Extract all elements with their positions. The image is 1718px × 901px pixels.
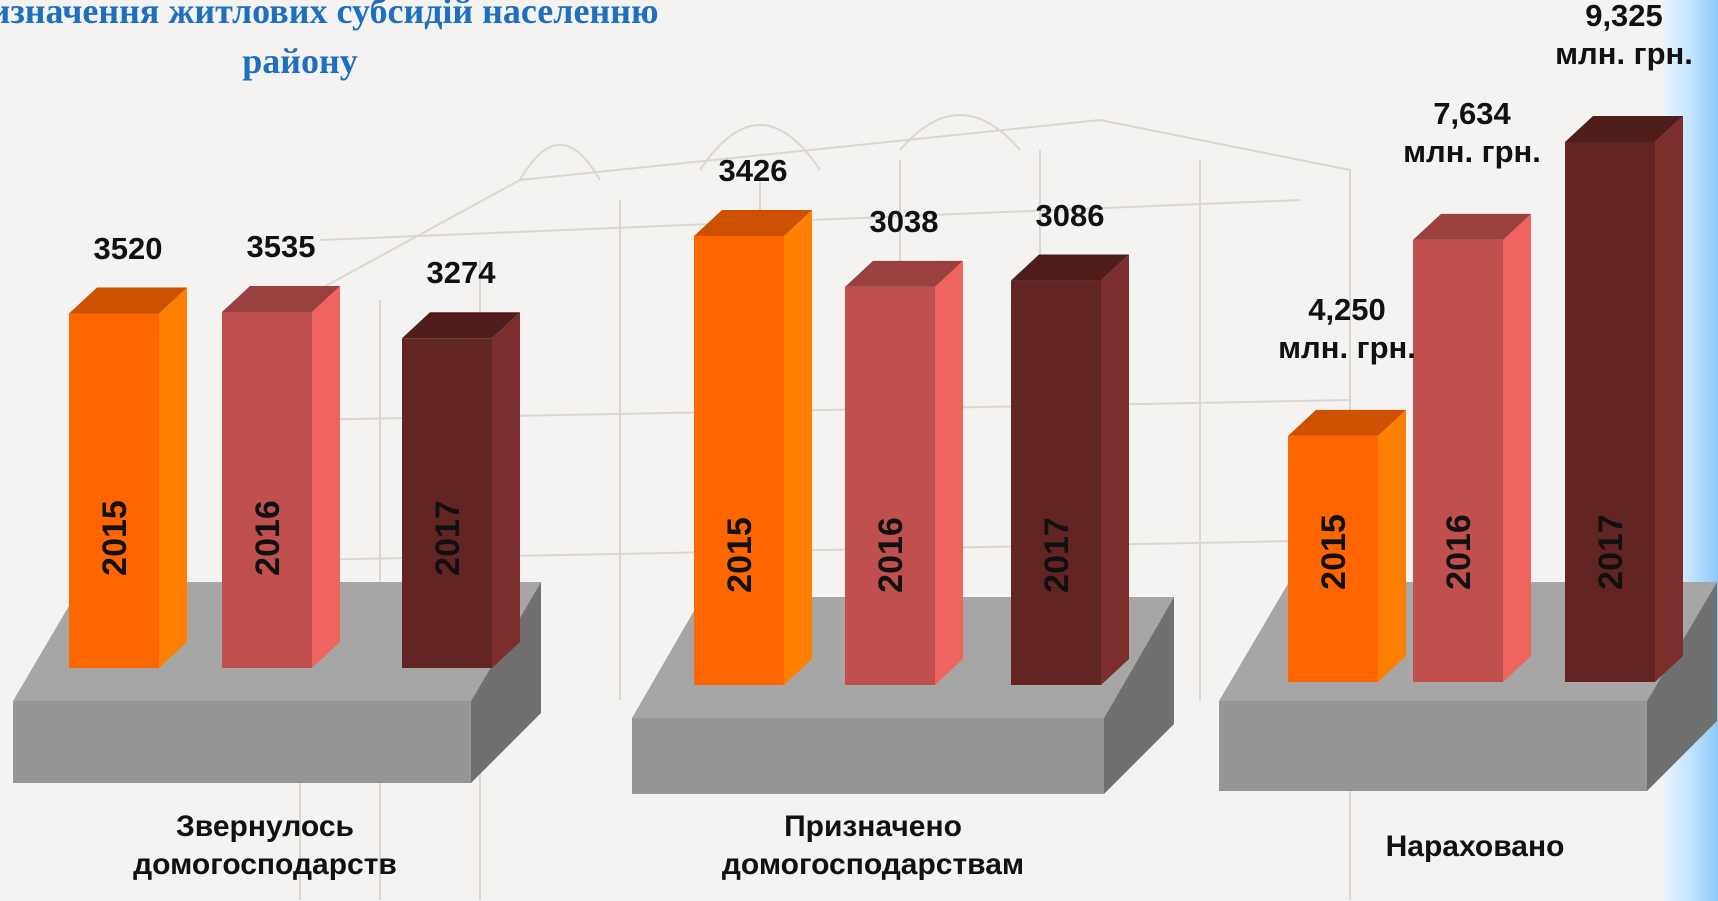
bar-category-label: 2016 [1440,514,1478,590]
bar [694,236,784,685]
bar [1011,281,1101,685]
value-label: 3535 [221,228,341,266]
bar-category-label: 2016 [872,517,910,593]
value-label: 4,250 млн. грн. [1277,291,1417,367]
bar-side [1101,255,1129,685]
bar-side [1503,214,1531,682]
bar-category-label: 2015 [96,500,134,576]
bar-side [1378,410,1406,682]
value-label: 3520 [68,230,188,268]
value-label: 3426 [693,152,813,190]
bar [845,287,935,685]
bar [1565,142,1655,682]
bar-category-label: 2016 [249,500,287,576]
chart-title: Призначення житлових субсидій населенню … [0,0,660,86]
bar-category-label: 2015 [721,517,759,593]
platform-front [632,718,1104,794]
value-label: 3274 [401,254,521,292]
value-label: 9,325 млн. грн. [1554,0,1694,73]
bar-side [159,288,187,668]
value-label: 3086 [1010,197,1130,235]
bar-side [312,286,340,668]
bar-side [492,312,520,668]
page: 2015 2016 2017 2015 2016 2017 2015 2016 2017 При… [0,0,1718,901]
bar-category-label: 2017 [1592,514,1630,590]
bar-side [935,261,963,685]
bar-side [784,210,812,685]
bar [69,314,159,668]
slide: 2015 2016 2017 2015 2016 2017 2015 2016 2017 При… [0,0,1718,901]
platform-front [13,701,471,783]
value-label: 3038 [844,203,964,241]
bar-side [1655,116,1683,682]
bar-category-label: 2015 [1315,514,1353,590]
platform-front [1219,701,1647,791]
bar-category-label: 2017 [1038,517,1076,593]
bar-category-label: 2017 [429,500,467,576]
value-label: 7,634 млн. грн. [1402,95,1542,171]
group-label: Призначено домогосподарствам [673,808,1073,884]
group-label: Звернулось домогосподарств [65,808,465,884]
bar [222,312,312,668]
group-label: Нараховано [1275,828,1675,866]
bar [1413,240,1503,682]
